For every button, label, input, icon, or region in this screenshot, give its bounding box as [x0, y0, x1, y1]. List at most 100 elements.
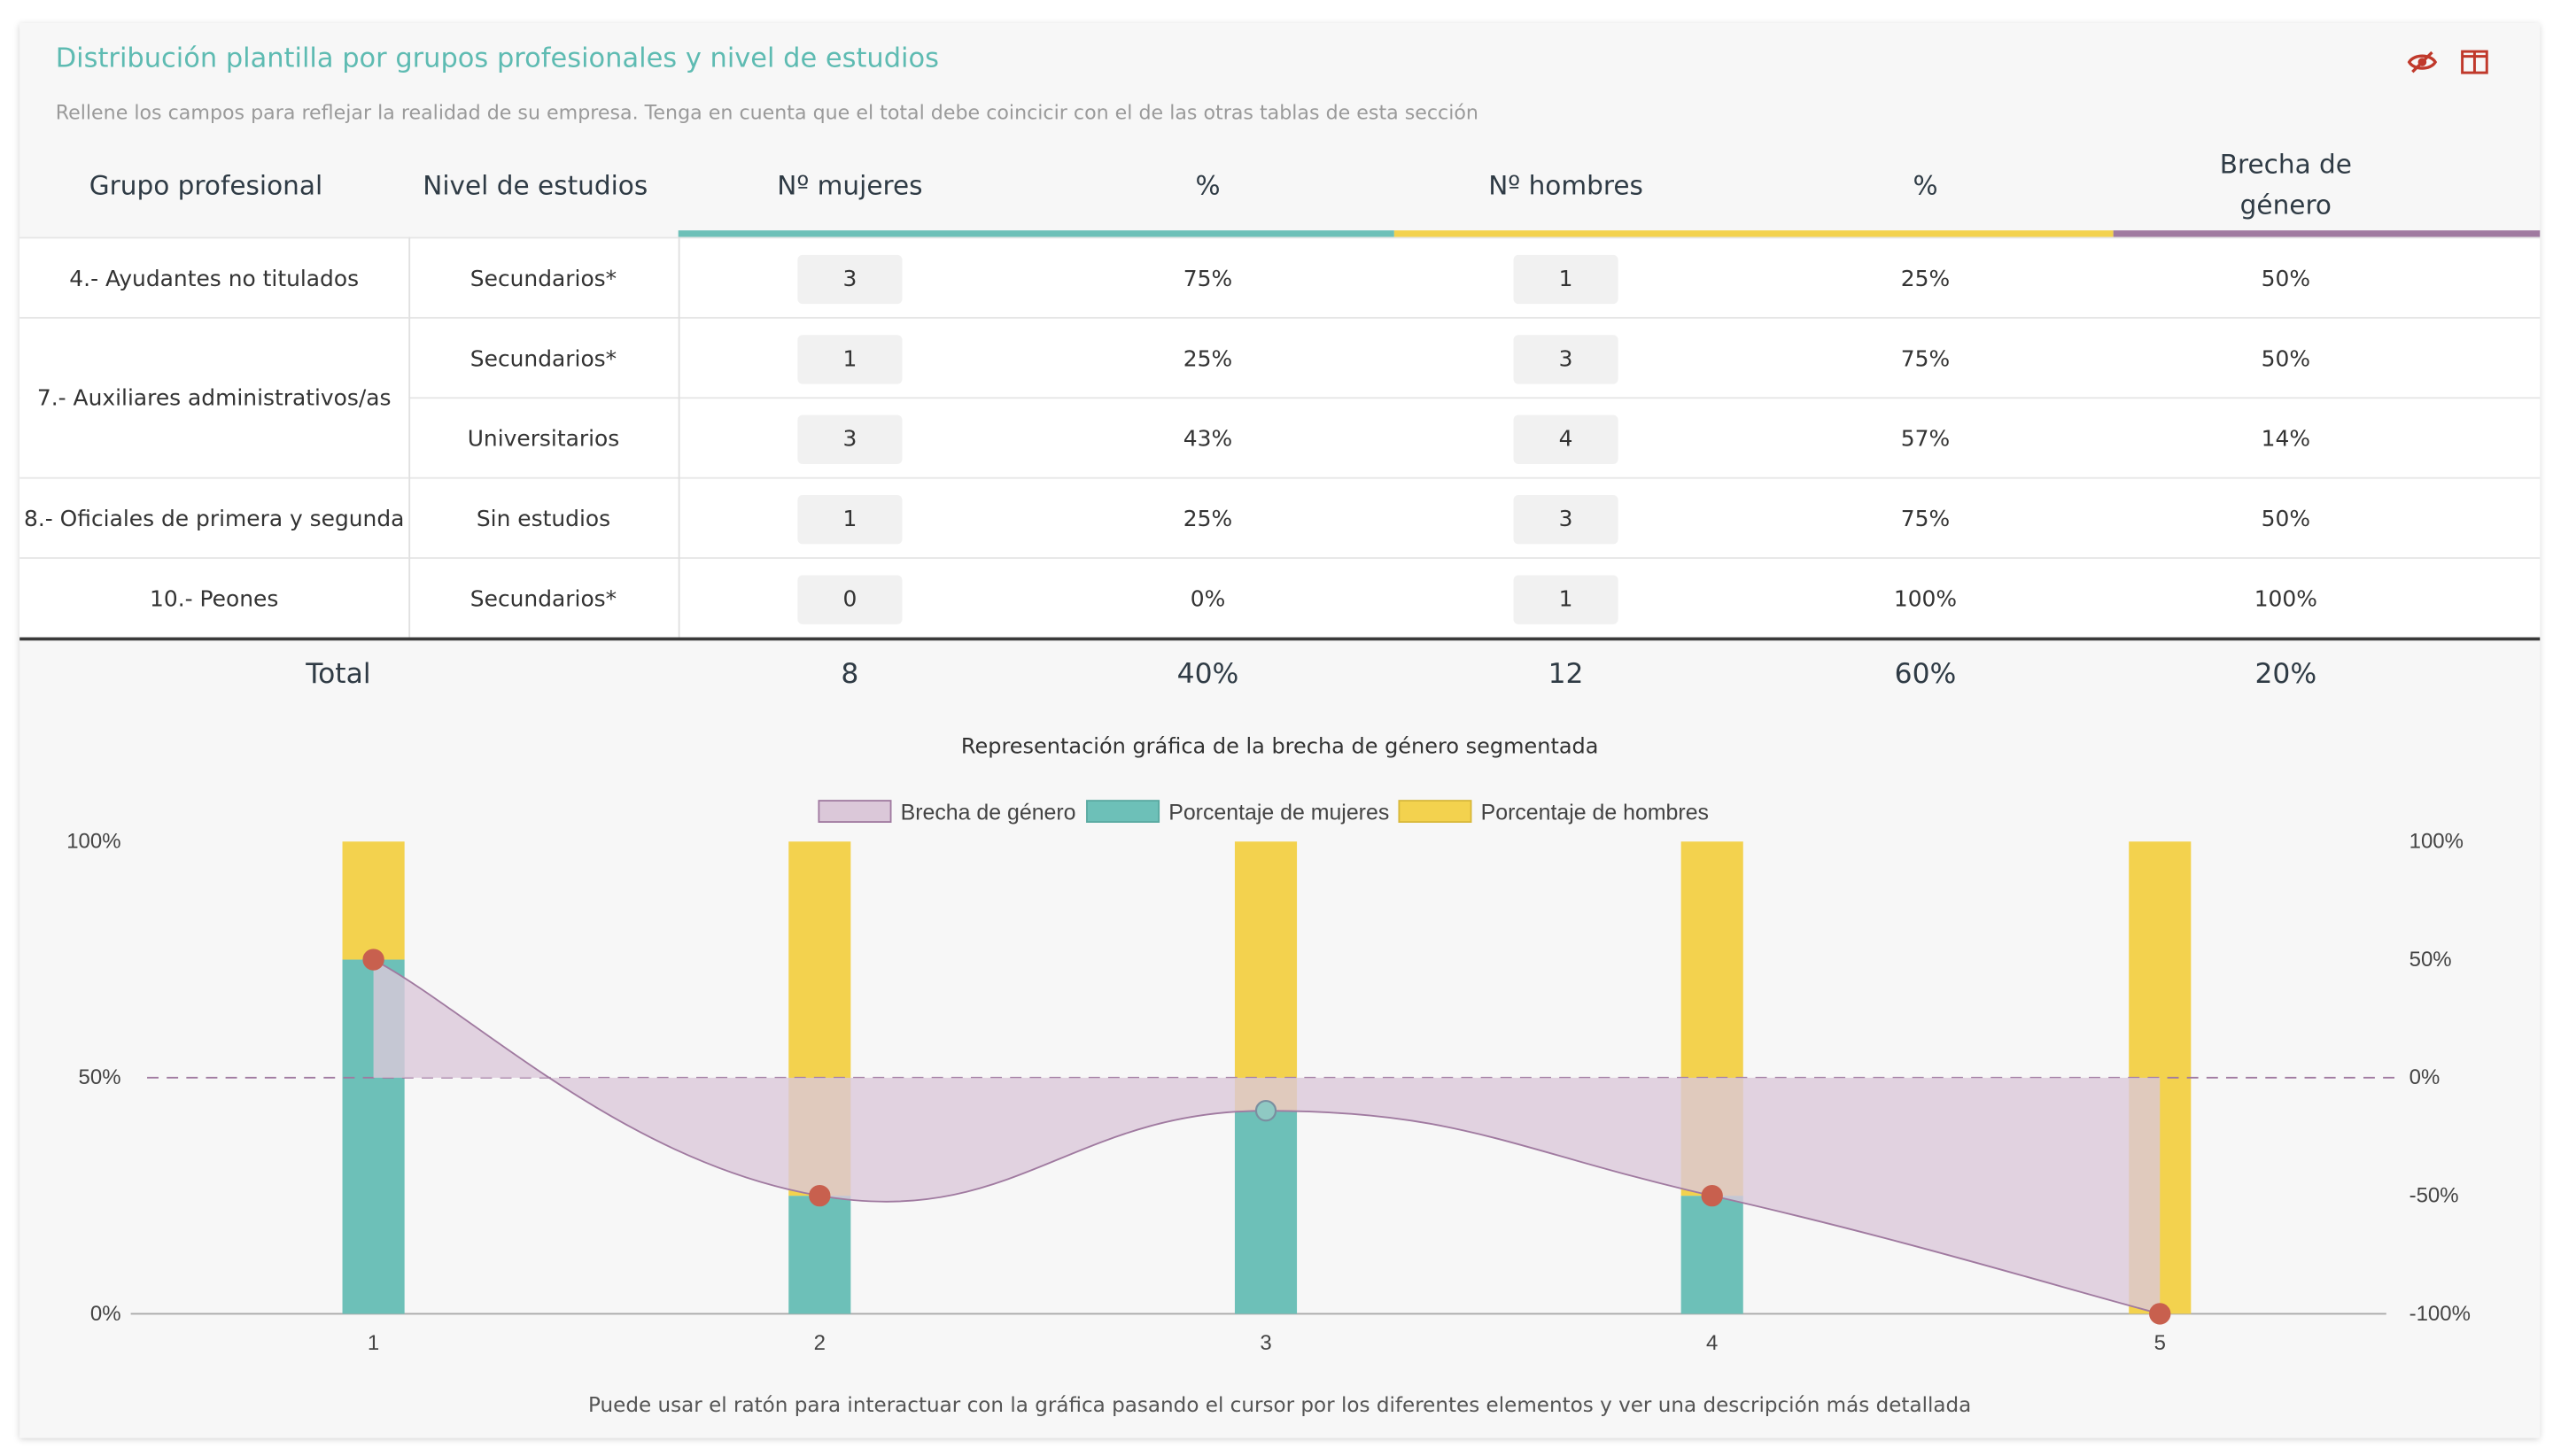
- hombres-cell: 3: [1394, 319, 1737, 399]
- pct-hombres-cell: 25%: [1900, 265, 1951, 292]
- x-tick: 4: [1706, 1331, 1718, 1355]
- mujeres-cell: 1: [679, 319, 1021, 399]
- mujeres-input[interactable]: 3: [797, 414, 903, 464]
- nivel-cell: Sin estudios: [476, 506, 611, 532]
- brecha-area: [373, 959, 2161, 1314]
- brecha-cell: 50%: [2261, 265, 2311, 292]
- y-tick-left: 100%: [66, 830, 120, 854]
- legend-swatch[interactable]: [1086, 800, 1160, 823]
- legend-swatch[interactable]: [1398, 800, 1472, 823]
- pct-mujeres-cell: 25%: [1183, 506, 1233, 532]
- hombres-input[interactable]: 3: [1513, 494, 1618, 544]
- total-pct-mujeres: 40%: [1176, 658, 1239, 692]
- legend-label[interactable]: Porcentaje de hombres: [1481, 800, 1709, 825]
- card-subtitle: Rellene los campos para reflejar la real…: [55, 101, 1478, 125]
- column-divider: [408, 236, 411, 638]
- hombres-input[interactable]: 1: [1513, 574, 1618, 623]
- chart-title: Representación gráfica de la brecha de g…: [960, 735, 1599, 760]
- nivel-cell: Secundarios*: [469, 585, 617, 612]
- distribution-card: Distribución plantilla por grupos profes…: [19, 22, 2541, 1438]
- mujeres-cell: 3: [679, 238, 1021, 318]
- x-tick: 1: [368, 1331, 379, 1355]
- bar-mujeres: [1680, 1196, 1743, 1314]
- mujeres-cell: 3: [679, 399, 1021, 478]
- mujeres-input[interactable]: 1: [797, 334, 903, 383]
- y-tick-left: 50%: [79, 1065, 121, 1089]
- y-tick-right: 100%: [2409, 830, 2464, 854]
- brecha-cell: 14%: [2261, 425, 2311, 453]
- table-row: Universitarios 3 43% 4 57% 14%: [19, 397, 2541, 478]
- mujeres-input[interactable]: 3: [797, 253, 903, 304]
- bar-hombres: [1234, 841, 1298, 1111]
- group-cell: 8.- Oficiales de primera y segunda: [19, 476, 409, 560]
- group-cell: 10.- Peones: [19, 557, 409, 639]
- brecha-line: [373, 958, 2161, 1315]
- x-tick: 2: [814, 1331, 826, 1355]
- header-grupo: Grupo profesional: [89, 168, 323, 201]
- pct-hombres-cell: 75%: [1900, 506, 1951, 532]
- y-tick-right: 50%: [2409, 948, 2452, 972]
- hombres-cell: 1: [1394, 238, 1737, 318]
- brecha-cell: 50%: [2261, 345, 2311, 372]
- y-tick-right: -100%: [2409, 1302, 2471, 1326]
- pct-mujeres-cell: 25%: [1183, 345, 1233, 372]
- y-tick-left: 0%: [90, 1302, 121, 1326]
- chart-footnote: Puede usar el ratón para interactuar con…: [588, 1391, 1972, 1417]
- hombres-input[interactable]: 4: [1513, 414, 1618, 464]
- pct-hombres-cell: 57%: [1900, 425, 1951, 453]
- hombres-cell: 3: [1394, 479, 1737, 559]
- table-row: Sin estudios 1 25% 3 75% 50%: [19, 476, 2541, 559]
- hombres-cell: 4: [1394, 399, 1737, 478]
- panel-icon[interactable]: [2458, 46, 2491, 79]
- total-pct-hombres: 60%: [1894, 658, 1957, 692]
- group-cell: 4.- Ayudantes no titulados: [19, 236, 409, 319]
- brecha-point: [1254, 1099, 1277, 1122]
- hombres-cell: 1: [1394, 559, 1737, 639]
- pct-mujeres-cell: 0%: [1190, 585, 1226, 612]
- mujeres-input[interactable]: 1: [797, 494, 903, 544]
- mujeres-cell: 0: [679, 559, 1021, 639]
- total-brecha: 20%: [2254, 658, 2317, 692]
- brecha-cell: 50%: [2261, 506, 2311, 532]
- mujeres-underline: [678, 230, 1394, 237]
- mujeres-cell: 1: [679, 479, 1021, 559]
- hombres-underline: [1393, 230, 2114, 237]
- total-hombres: 12: [1548, 658, 1584, 692]
- pct-mujeres-cell: 43%: [1183, 425, 1233, 453]
- pct-mujeres-cell: 75%: [1183, 265, 1233, 292]
- bar-mujeres: [1234, 1111, 1298, 1314]
- brecha-point: [809, 1184, 831, 1207]
- legend-label[interactable]: Brecha de género: [901, 800, 1076, 825]
- bar-hombres: [342, 841, 405, 960]
- hombres-input[interactable]: 1: [1513, 253, 1618, 304]
- header-hombres: Nº hombres: [1488, 168, 1643, 201]
- group-cell: 7.- Auxiliares administrativos/as: [19, 316, 409, 479]
- legend-swatch[interactable]: [818, 800, 892, 823]
- mujeres-input[interactable]: 0: [797, 574, 903, 623]
- pct-hombres-cell: 75%: [1900, 345, 1951, 372]
- header-brecha: Brecha de género: [2219, 148, 2352, 221]
- total-divider: [19, 637, 2541, 641]
- eye-off-icon[interactable]: [2406, 46, 2439, 79]
- y-tick-right: 0%: [2409, 1065, 2440, 1089]
- y-tick-right: -50%: [2409, 1184, 2459, 1208]
- brecha-point: [2149, 1303, 2171, 1325]
- brecha-point: [362, 949, 384, 971]
- header-pct-hombres: %: [1913, 168, 1938, 201]
- brecha-point: [1701, 1184, 1723, 1207]
- bar-mujeres: [788, 1196, 851, 1314]
- header-pct-mujeres: %: [1195, 168, 1221, 201]
- total-label: Total: [306, 658, 371, 692]
- x-tick: 5: [2154, 1331, 2166, 1355]
- brecha-cell: 100%: [2254, 585, 2317, 612]
- legend-label[interactable]: Porcentaje de mujeres: [1168, 800, 1389, 825]
- nivel-cell: Secundarios*: [469, 265, 617, 292]
- card-title: Distribución plantilla por grupos profes…: [55, 42, 939, 74]
- hombres-input[interactable]: 3: [1513, 334, 1618, 383]
- brecha-underline: [2113, 230, 2541, 237]
- x-tick: 3: [1260, 1331, 1271, 1355]
- header-nivel: Nivel de estudios: [423, 168, 648, 201]
- table-body: Secundarios* 3 75% 1 25% 50% Secundarios…: [19, 236, 2541, 639]
- header-mujeres: Nº mujeres: [777, 168, 923, 201]
